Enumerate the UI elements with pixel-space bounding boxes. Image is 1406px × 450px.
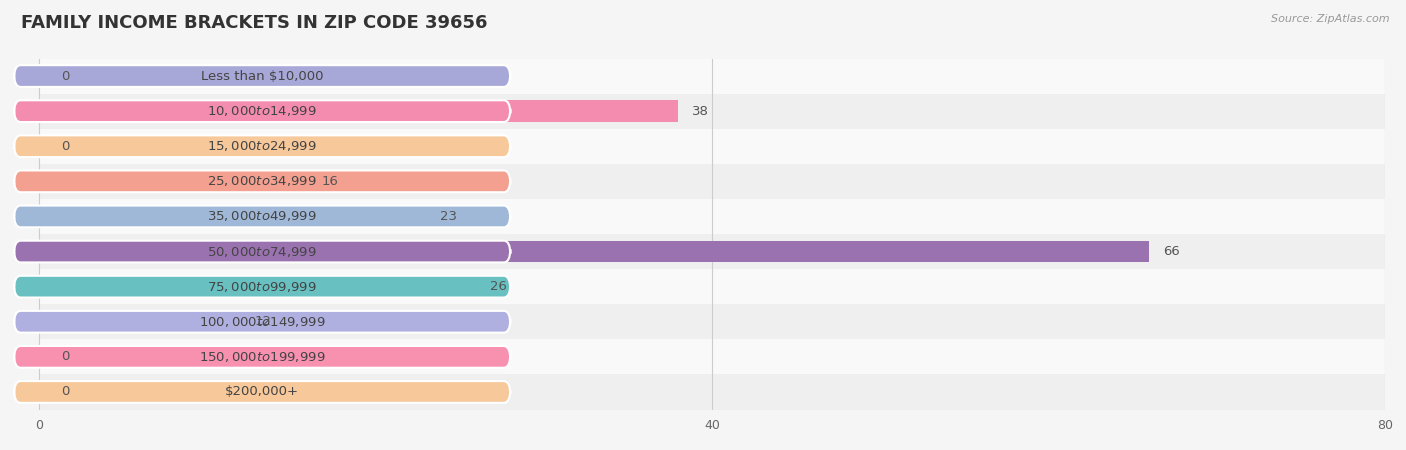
FancyBboxPatch shape [14, 276, 510, 297]
Text: $75,000 to $99,999: $75,000 to $99,999 [207, 279, 316, 294]
Text: $50,000 to $74,999: $50,000 to $74,999 [207, 244, 316, 259]
Text: FAMILY INCOME BRACKETS IN ZIP CODE 39656: FAMILY INCOME BRACKETS IN ZIP CODE 39656 [21, 14, 488, 32]
Text: 0: 0 [60, 386, 69, 398]
FancyBboxPatch shape [14, 206, 510, 227]
Text: 12: 12 [254, 315, 271, 328]
FancyBboxPatch shape [14, 241, 510, 262]
Bar [39, 94, 1385, 129]
Bar [39, 346, 48, 368]
Bar [39, 381, 48, 403]
Text: 16: 16 [322, 175, 339, 188]
Text: 26: 26 [491, 280, 508, 293]
Text: 0: 0 [60, 140, 69, 153]
Bar [39, 241, 1150, 262]
FancyBboxPatch shape [14, 65, 510, 87]
Bar [39, 100, 679, 122]
Bar [39, 164, 1385, 199]
Bar [39, 339, 1385, 374]
Text: Source: ZipAtlas.com: Source: ZipAtlas.com [1271, 14, 1389, 23]
FancyBboxPatch shape [14, 135, 510, 157]
Bar [39, 234, 1385, 269]
Text: 66: 66 [1163, 245, 1180, 258]
Bar [39, 304, 1385, 339]
Text: $10,000 to $14,999: $10,000 to $14,999 [207, 104, 316, 118]
Bar [39, 276, 477, 297]
Text: $200,000+: $200,000+ [225, 386, 299, 398]
Text: Less than $10,000: Less than $10,000 [201, 70, 323, 82]
Bar [39, 269, 1385, 304]
FancyBboxPatch shape [14, 311, 510, 333]
Text: 0: 0 [60, 351, 69, 363]
Text: $35,000 to $49,999: $35,000 to $49,999 [207, 209, 316, 224]
Bar [39, 135, 48, 157]
FancyBboxPatch shape [14, 171, 510, 192]
FancyBboxPatch shape [14, 381, 510, 403]
Bar [39, 206, 426, 227]
Text: 38: 38 [692, 105, 709, 117]
Bar [39, 374, 1385, 410]
Bar [39, 199, 1385, 234]
Text: $25,000 to $34,999: $25,000 to $34,999 [207, 174, 316, 189]
FancyBboxPatch shape [14, 100, 510, 122]
Bar [39, 129, 1385, 164]
Text: 0: 0 [60, 70, 69, 82]
Bar [39, 65, 48, 87]
Bar [39, 58, 1385, 94]
Text: $100,000 to $149,999: $100,000 to $149,999 [198, 315, 325, 329]
Bar [39, 171, 308, 192]
Text: 23: 23 [440, 210, 457, 223]
Text: $15,000 to $24,999: $15,000 to $24,999 [207, 139, 316, 153]
FancyBboxPatch shape [14, 346, 510, 368]
Text: $150,000 to $199,999: $150,000 to $199,999 [198, 350, 325, 364]
Bar [39, 311, 242, 333]
